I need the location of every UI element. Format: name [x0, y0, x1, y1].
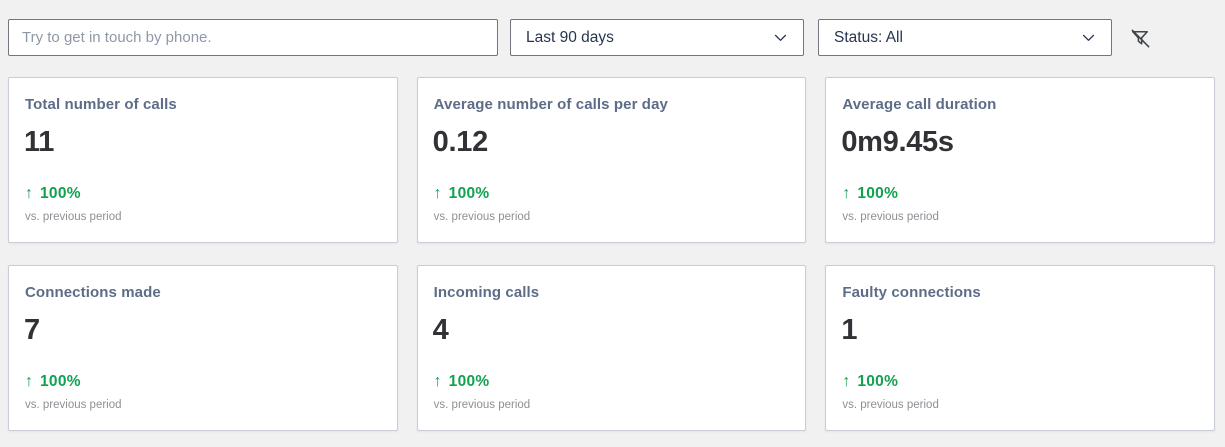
stat-card: Connections made 7 ↑ 100% vs. previous p…	[8, 265, 398, 431]
status-value: Status: All	[834, 28, 903, 46]
arrow-up-icon: ↑	[25, 185, 33, 202]
card-value: 0m9.45s	[841, 126, 954, 158]
stat-card: Total number of calls 11 ↑ 100% vs. prev…	[8, 77, 398, 243]
trend-indicator: ↑ 100%	[25, 185, 81, 203]
comparison-label: vs. previous period	[25, 211, 122, 223]
trend-value: 100%	[857, 185, 899, 202]
trend-indicator: ↑ 100%	[25, 373, 81, 391]
arrow-up-icon: ↑	[25, 373, 33, 390]
card-value: 1	[841, 314, 858, 346]
arrow-up-icon: ↑	[433, 373, 442, 390]
card-title: Total number of calls	[25, 96, 177, 113]
card-value: 0.12	[432, 126, 489, 158]
stat-card: Average call duration 0m9.45s ↑ 100% vs.…	[825, 77, 1215, 243]
stats-grid: Total number of calls 11 ↑ 100% vs. prev…	[8, 77, 1215, 431]
status-dropdown[interactable]: Status: All	[818, 19, 1112, 56]
comparison-label: vs. previous period	[433, 211, 531, 223]
comparison-label: vs. previous period	[433, 399, 531, 411]
search-input[interactable]	[8, 19, 498, 56]
card-value: 7	[24, 314, 40, 346]
chevron-down-icon	[774, 34, 787, 41]
stat-card: Incoming calls 4 ↑ 100% vs. previous per…	[416, 265, 807, 431]
comparison-label: vs. previous period	[842, 399, 939, 411]
card-value: 11	[24, 126, 55, 158]
trend-indicator: ↑ 100%	[434, 185, 490, 203]
filter-off-icon	[1131, 29, 1149, 47]
comparison-label: vs. previous period	[842, 211, 939, 223]
card-title: Incoming calls	[433, 284, 540, 301]
trend-indicator: ↑ 100%	[842, 185, 898, 203]
trend-value: 100%	[448, 373, 490, 390]
date-range-dropdown[interactable]: Last 90 days	[510, 19, 804, 56]
comparison-label: vs. previous period	[25, 399, 122, 411]
trend-indicator: ↑ 100%	[434, 373, 490, 391]
card-title: Connections made	[25, 284, 161, 301]
arrow-up-icon: ↑	[842, 185, 851, 202]
trend-value: 100%	[40, 185, 81, 202]
card-title: Average number of calls per day	[433, 96, 668, 113]
trend-value: 100%	[857, 373, 899, 390]
stat-card: Average number of calls per day 0.12 ↑ 1…	[416, 77, 807, 243]
chevron-down-icon	[1082, 34, 1095, 41]
arrow-up-icon: ↑	[842, 373, 851, 390]
arrow-up-icon: ↑	[433, 185, 442, 202]
card-title: Average call duration	[842, 96, 997, 113]
date-range-value: Last 90 days	[526, 28, 614, 46]
card-value: 4	[432, 314, 449, 346]
clear-filters-button[interactable]	[1124, 24, 1156, 52]
trend-value: 100%	[448, 185, 490, 202]
stat-card: Faulty connections 1 ↑ 100% vs. previous…	[825, 265, 1215, 431]
trend-value: 100%	[40, 373, 81, 390]
trend-indicator: ↑ 100%	[842, 373, 898, 391]
card-title: Faulty connections	[842, 284, 981, 301]
